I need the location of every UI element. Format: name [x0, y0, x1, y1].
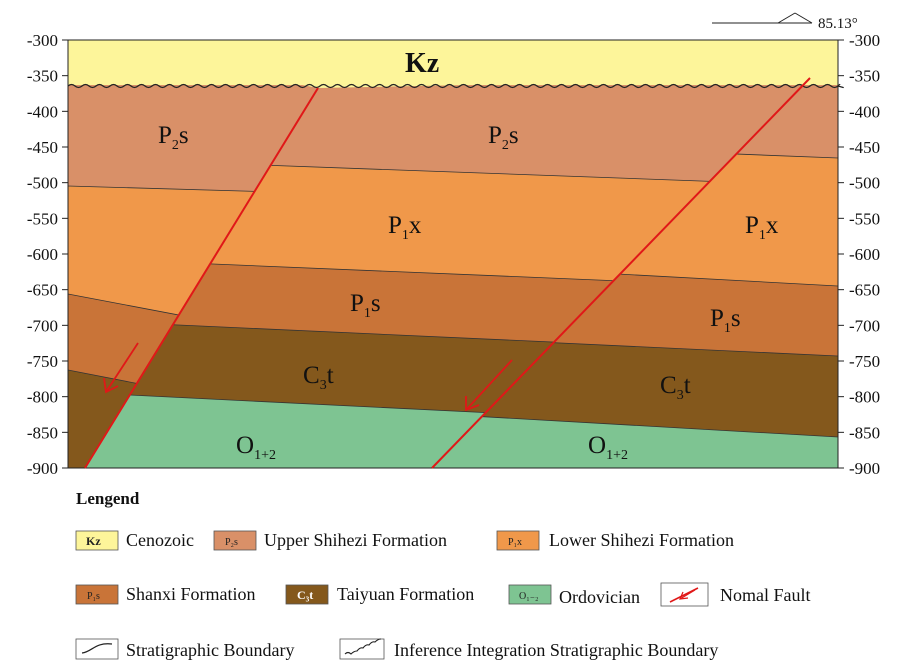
legend-title: Lengend	[76, 489, 140, 508]
unit-label-p1x-mid: P1x	[388, 212, 422, 243]
p2s-layer	[68, 85, 318, 208]
unit-label-p1s-right: P1s	[710, 305, 741, 336]
unit-label-p2s-left: P2s	[158, 122, 189, 153]
svg-text:P₂s: P₂s	[225, 537, 238, 548]
axis-tick-label-left: -900	[27, 459, 58, 478]
axis-tick-label-left: -350	[27, 67, 58, 86]
axis-tick-label-right: -650	[849, 281, 880, 300]
legend-item-unconformity: Inference Integration Stratigraphic Boun…	[339, 638, 718, 660]
axis-tick-label-left: -400	[27, 102, 58, 121]
axis-tick-label-left: -500	[27, 174, 58, 193]
svg-text:C₃t: C₃t	[297, 588, 313, 602]
axis-tick-label-left: -750	[27, 352, 58, 371]
axis-tick-label-left: -450	[27, 138, 58, 157]
left-depth-axis: -300 -350 -400 -450 -500 -550 -600 -650 -700 -750…	[27, 31, 68, 478]
svg-text:Nomal Fault: Nomal Fault	[720, 585, 811, 605]
axis-tick-label-right: -300	[849, 31, 880, 50]
axis-tick-label-left: -300	[27, 31, 58, 50]
axis-tick-label-right: -400	[849, 102, 880, 121]
svg-text:Ordovician: Ordovician	[559, 587, 640, 607]
svg-text:O₁₋₂: O₁₋₂	[519, 591, 538, 602]
axis-tick-label-right: -750	[849, 352, 880, 371]
axis-tick-label-left: -700	[27, 316, 58, 335]
fault-line-left	[84, 87, 319, 469]
axis-tick-label-left: -550	[27, 209, 58, 228]
unit-label-o-mid: O1+2	[236, 432, 276, 463]
fault-line-right	[431, 77, 811, 469]
svg-text:P₁s: P₁s	[87, 591, 100, 602]
svg-text:Cenozoic: Cenozoic	[126, 530, 194, 550]
legend-item-fault: Nomal Fault	[660, 582, 811, 607]
svg-text:Inference Integration Stratig: Inference Integration Stratigraphic Boun…	[394, 640, 718, 660]
axis-tick-label-right: -850	[849, 423, 880, 442]
svg-text:Upper Shihezi Formation: Upper Shihezi Formation	[264, 530, 447, 550]
unconformity-boundary	[67, 83, 844, 89]
svg-text:P₁x: P₁x	[508, 537, 522, 548]
unit-label-o-right: O1+2	[588, 432, 628, 463]
svg-text:Taiyuan Formation: Taiyuan Formation	[337, 584, 474, 604]
axis-tick-label-right: -350	[849, 67, 880, 86]
legend-item-p1x: P₁x Lower Shihezi Formation	[496, 530, 734, 551]
unit-label-p2s-mid: P2s	[488, 122, 519, 153]
right-depth-axis: -300 -350 -400 -450 -500 -550 -600 -650 -700 -750…	[838, 31, 880, 478]
unit-label-c3t-mid: C3t	[303, 362, 334, 393]
unit-label-kz: Kz	[405, 48, 439, 79]
svg-text:Kz: Kz	[86, 534, 101, 548]
axis-tick-label-left: -600	[27, 245, 58, 264]
axis-tick-label-left: -850	[27, 423, 58, 442]
legend-item-stratigraphic-boundary: Stratigraphic Boundary	[75, 638, 294, 660]
stratigraphic-boundary	[68, 185, 318, 209]
svg-text:Lower Shihezi Formation: Lower Shihezi Formation	[549, 530, 734, 550]
legend-item-ordovician: O₁₋₂ Ordovician	[508, 584, 640, 607]
legend-item-c3t: C₃t Taiyuan Formation	[285, 584, 474, 605]
dip-indicator: 85.13°	[712, 12, 858, 32]
axis-tick-label-right: -600	[849, 245, 880, 264]
fault-slip-arrow-left	[103, 342, 139, 394]
axis-tick-label-left: -650	[27, 281, 58, 300]
axis-tick-label-right: -900	[849, 459, 880, 478]
svg-text:Shanxi Formation: Shanxi Formation	[126, 584, 256, 604]
axis-tick-label-right: -700	[849, 316, 880, 335]
axis-tick-label-right: -500	[849, 174, 880, 193]
axis-tick-label-right: -450	[849, 138, 880, 157]
axis-tick-label-right: -550	[849, 209, 880, 228]
unit-label-p1s-mid: P1s	[350, 290, 381, 321]
legend-item-p2s: P₂s Upper Shihezi Formation	[213, 530, 447, 551]
fault-slip-arrow-right	[465, 359, 513, 412]
axis-tick-label-right: -800	[849, 388, 880, 407]
unit-label-p1x-right: P1x	[745, 212, 779, 243]
unit-label-c3t-right: C3t	[660, 372, 691, 403]
kz-layer	[68, 40, 838, 90]
svg-text:Stratigraphic Boundary: Stratigraphic Boundary	[126, 640, 294, 660]
legend-item-p1s: P₁s Shanxi Formation	[75, 584, 256, 605]
dip-angle-label: 85.13°	[818, 16, 858, 32]
legend-item-kz: Kz Cenozoic	[75, 530, 194, 551]
axis-tick-label-left: -800	[27, 388, 58, 407]
